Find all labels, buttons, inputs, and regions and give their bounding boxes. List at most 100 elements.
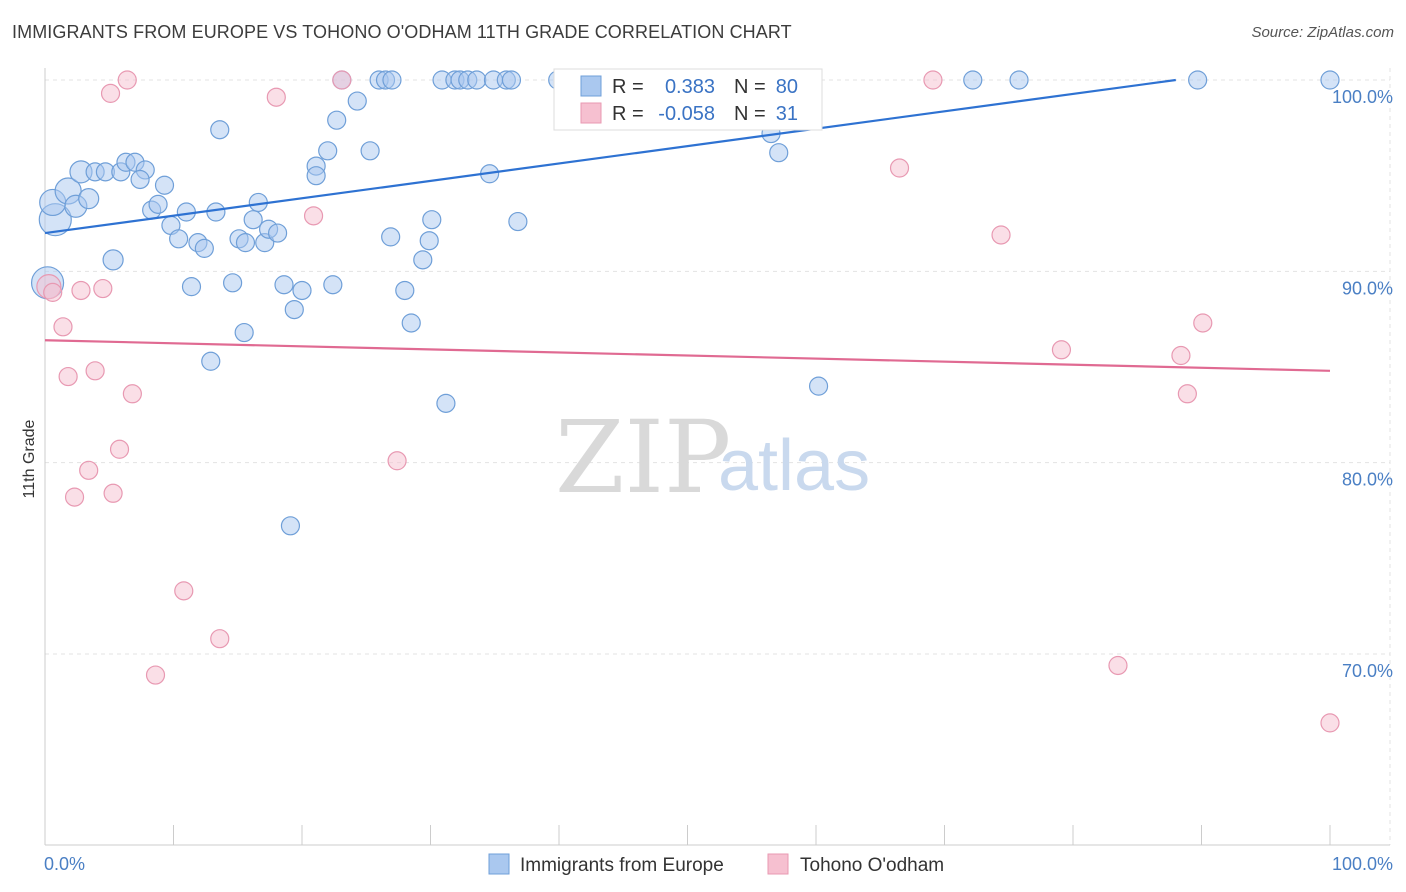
y-tick-label-2: 90.0% [1342, 278, 1393, 298]
europe-point-62 [323, 275, 343, 295]
europe-point-66 [280, 516, 301, 536]
tohono-point-7 [85, 361, 105, 381]
tohono-point-19 [332, 70, 352, 90]
europe-point-42 [360, 141, 380, 161]
series-legend-label-europe: Immigrants from Europe [520, 855, 724, 876]
europe-point-48 [401, 313, 421, 333]
watermark: ZIP atlas [555, 399, 870, 516]
europe-point-13 [154, 175, 175, 195]
x-tick-labels: 0.0% 100.0% [44, 854, 1393, 874]
chart-title: IMMIGRANTS FROM EUROPE VS TOHONO O'ODHAM… [12, 22, 792, 42]
legend-n-label-blue: N = [734, 76, 766, 98]
watermark-atlas: atlas [718, 426, 870, 506]
europe-point-4 [78, 188, 100, 210]
europe-point-23 [223, 273, 243, 293]
tohono-point-15 [174, 581, 194, 601]
legend-n-value-pink: 31 [776, 103, 798, 125]
europe-point-76 [1009, 70, 1029, 90]
tohono-point-9 [100, 83, 121, 103]
europe-point-74 [808, 376, 829, 396]
legend-r-label-pink: R = [612, 103, 644, 125]
tohono-point-5 [71, 280, 91, 301]
europe-point-26 [243, 210, 263, 230]
x-tick-label-max: 100.0% [1332, 854, 1393, 874]
europe-point-78 [1320, 70, 1340, 90]
legend-swatch-blue [580, 75, 602, 97]
y-tick-label-1: 80.0% [1342, 470, 1393, 490]
tohono-point-11 [109, 439, 130, 459]
tohono-point-18 [303, 206, 324, 226]
legend-r-label-blue: R = [612, 76, 644, 98]
series-legend-swatch-tohono [767, 853, 789, 875]
series-legend-label-tohono: Tohono O'odham [800, 855, 944, 876]
watermark-zip: ZIP [555, 399, 731, 516]
europe-point-56 [467, 70, 487, 90]
tohono-point-3 [58, 366, 78, 387]
europe-point-51 [422, 210, 442, 230]
legend-n-value-blue: 80 [776, 76, 798, 98]
europe-point-73 [769, 143, 789, 163]
europe-point-47 [395, 280, 415, 301]
tohono-point-26 [1108, 655, 1128, 676]
points-pink [36, 70, 1340, 733]
europe-point-45 [382, 70, 402, 90]
europe-point-20 [194, 238, 214, 258]
europe-point-38 [318, 141, 338, 161]
europe-point-31 [102, 249, 124, 271]
y-tick-label-3: 100.0% [1332, 87, 1393, 107]
europe-point-64 [201, 351, 221, 371]
europe-point-39 [327, 110, 347, 130]
tohono-point-2 [53, 317, 73, 337]
source-credit: Source: ZipAtlas.com [1251, 24, 1394, 41]
europe-point-25 [235, 233, 256, 253]
legend-n-label-pink: N = [734, 103, 766, 125]
tohono-point-24 [991, 225, 1011, 245]
europe-point-12 [130, 169, 150, 190]
europe-point-46 [381, 227, 401, 247]
tohono-point-27 [1171, 345, 1191, 366]
europe-point-75 [963, 70, 983, 90]
europe-point-37 [306, 166, 326, 186]
y-tick-labels: 70.0% 80.0% 90.0% 100.0% [1332, 87, 1393, 681]
europe-point-15 [148, 194, 168, 214]
europe-point-65 [436, 393, 456, 413]
europe-point-50 [419, 231, 439, 251]
trend-line-europe [44, 78, 1176, 235]
y-axis-label: 11th Grade [21, 419, 38, 498]
tohono-point-20 [387, 451, 407, 471]
gridlines [45, 68, 1391, 845]
europe-point-32 [181, 277, 202, 297]
tohono-point-23 [923, 70, 943, 90]
tohono-point-13 [122, 384, 142, 404]
legend-swatch-pink [580, 102, 602, 124]
europe-point-77 [1188, 70, 1208, 90]
tohono-point-25 [1051, 340, 1072, 360]
legend-r-value-pink: -0.058 [658, 103, 715, 125]
europe-point-17 [169, 229, 189, 249]
tohono-point-30 [1320, 713, 1340, 733]
tohono-point-1 [43, 282, 63, 302]
legend-r-value-blue: 0.383 [665, 76, 715, 98]
europe-point-49 [413, 250, 433, 270]
europe-point-41 [347, 91, 367, 111]
stats-legend: R = 0.383 N = 80 R = -0.058 N = 31 [553, 68, 823, 131]
europe-point-63 [234, 322, 254, 343]
tohono-point-4 [64, 487, 85, 507]
series-legend-swatch-europe [488, 853, 510, 875]
tohono-point-10 [103, 483, 123, 503]
europe-point-60 [501, 70, 522, 90]
trend-line-tohono [44, 339, 1331, 372]
x-tick-label-min: 0.0% [44, 854, 85, 874]
tohono-point-8 [93, 278, 113, 299]
europe-point-61 [508, 211, 528, 232]
europe-point-33 [274, 275, 294, 295]
y-tick-label-0: 70.0% [1342, 661, 1393, 681]
tohono-point-12 [117, 70, 137, 90]
europe-point-35 [292, 280, 312, 301]
series-legend: Immigrants from Europe Tohono O'odham [488, 853, 944, 876]
tohono-point-6 [79, 460, 99, 480]
points-blue [30, 70, 1340, 536]
tohono-point-17 [266, 87, 286, 107]
europe-point-22 [210, 120, 230, 140]
